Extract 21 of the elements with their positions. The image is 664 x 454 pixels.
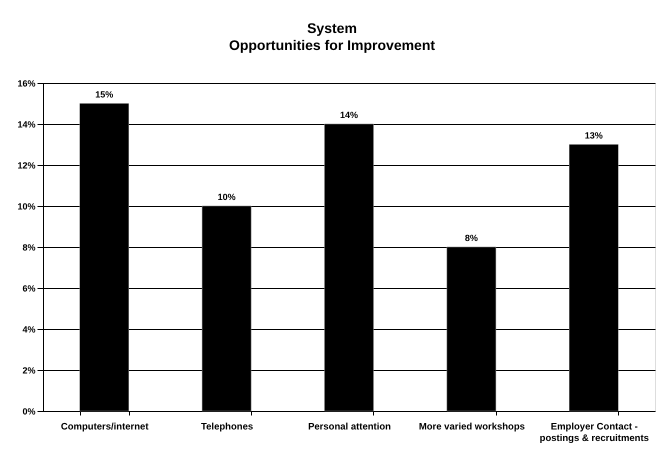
x-tick-label: Personal attention (308, 422, 392, 432)
data-label: 13% (584, 130, 603, 140)
x-tick-label: More varied workshops (418, 422, 525, 432)
y-tick-label: 8% (22, 242, 36, 252)
y-tick-label: 6% (22, 284, 36, 294)
data-label: 15% (95, 90, 114, 100)
x-tick-label: Telephones (201, 422, 254, 432)
y-tick-label: 16% (17, 78, 36, 88)
data-label: 8% (464, 233, 478, 243)
y-tick-label: 4% (22, 324, 36, 334)
data-label: 10% (218, 192, 236, 202)
data-label: 14% (340, 110, 358, 120)
x-tick-label: Computers/internet (60, 422, 150, 432)
x-tick-label: Employer Contact - postings & recruitments (540, 422, 649, 444)
y-tick-label: 0% (22, 406, 36, 416)
y-tick-label: 12% (17, 160, 36, 170)
y-tick-label: 2% (22, 366, 36, 376)
y-tick-label: 14% (17, 120, 36, 130)
y-tick-label: 10% (17, 202, 36, 212)
chart-subtitle: Opportunities for Improvement (228, 37, 436, 53)
chart-title: System (307, 20, 357, 36)
